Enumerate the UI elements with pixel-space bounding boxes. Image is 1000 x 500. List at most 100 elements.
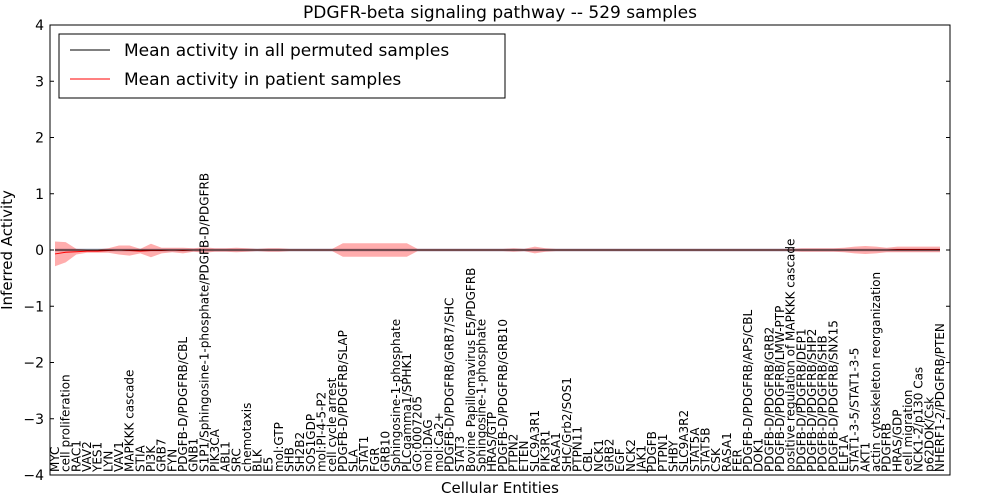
y-tick-label: 3 <box>35 74 44 90</box>
entity-label: STAT3 <box>453 436 467 472</box>
entity-label: SLA <box>347 448 361 472</box>
entity-label: EGF <box>613 448 627 472</box>
y-tick-label: −2 <box>23 356 44 372</box>
entity-label: VAV2 <box>80 441 94 472</box>
x-axis-label: Cellular Entities <box>441 479 559 497</box>
entity-label: LYN <box>101 451 115 472</box>
entity-label: SLC9A3R2 <box>677 410 691 472</box>
entity-label: SLC9A3R1 <box>528 410 542 472</box>
y-tick-label: −1 <box>23 299 44 315</box>
entity-label: JAK1 <box>634 445 648 473</box>
entity-label: ELF1A <box>837 434 851 472</box>
entity-label: STIA <box>133 445 147 472</box>
entity-label: STAT1-3-5/STAT1-3-5 <box>848 348 862 472</box>
y-tick-label: −4 <box>23 468 44 484</box>
entity-label: AKT1 <box>858 442 872 472</box>
y-tick-label: −3 <box>23 412 44 428</box>
entity-label: PDGFB-D/PDGFRB/APS/CBL <box>741 309 755 472</box>
entity-label: PDGFB-D/PDGFRB/CBL <box>176 337 190 472</box>
entity-label: PTPN2 <box>506 434 520 472</box>
entity-label: p62DOK/Csk <box>922 397 936 472</box>
entity-label: PTPN11 <box>570 426 584 472</box>
entity-label: PDGFB-D/PDGFRB/GRB7/SHC <box>443 298 457 472</box>
entity-label: S1P1/Sphingosine-1-phosphate/PDGFB-D/PDG… <box>197 173 211 472</box>
series-lines <box>54 248 940 255</box>
plot-frame <box>49 24 951 476</box>
entity-label: NCK1 <box>592 439 606 472</box>
entity-label: PDGFB-D/PDGFRB/SHB <box>816 335 830 472</box>
legend: Mean activity in all permuted samples Me… <box>58 33 506 99</box>
entity-label: GRB10 <box>379 431 393 472</box>
entity-label: cell cycle arrest <box>325 377 339 472</box>
legend-box <box>58 33 506 99</box>
entity-label: VAV1 <box>112 441 126 472</box>
entity-label: PTPN1 <box>656 434 670 472</box>
entity-label: mol:DAG <box>421 419 435 472</box>
entity-label: RASA1 <box>549 432 563 472</box>
y-tick-label: 2 <box>35 131 44 147</box>
entity-label: SHC/Grb2/SOS1 <box>560 377 574 472</box>
y-tick-label: 4 <box>35 18 44 34</box>
entity-label: PIK3CA <box>208 428 222 472</box>
entity-label: PLCgamma1/SPHK1 <box>400 353 414 472</box>
y-axis-label: Inferred Activity <box>0 190 16 310</box>
entity-label: SRC <box>229 448 243 472</box>
entity-label: E5 <box>261 457 275 472</box>
entity-label: GRB2 <box>602 438 616 472</box>
entity-label: RASA1 <box>720 432 734 472</box>
entity-label: PI3K <box>144 445 158 472</box>
y-tick-label: 1 <box>35 187 44 203</box>
entity-label: GNB1 <box>187 438 201 472</box>
entity-label: GO:0007205 <box>411 396 425 472</box>
legend-label-permuted: Mean activity in all permuted samples <box>124 41 449 61</box>
entity-label: PDGFB-D/PDGFRB/SHP2 <box>805 329 819 472</box>
entity-label: ETEN <box>517 441 531 472</box>
entity-label: NCK2 <box>624 439 638 472</box>
confidence-bands <box>55 241 940 267</box>
entity-label: FER <box>730 449 744 472</box>
axis-ticks: −4 −3 −2 −1 0 1 2 3 4 <box>23 18 950 484</box>
entity-label: MAPKKK cascade <box>123 370 137 472</box>
entity-label: PIK3R1 <box>538 430 552 472</box>
entity-label: DOK1 <box>752 438 766 472</box>
entity-label: GRB7 <box>155 438 169 472</box>
entity-label: FGR <box>368 447 382 472</box>
entity-label: positive regulation of MAPKKK cascade <box>784 239 798 472</box>
entity-label: RAC1 <box>69 440 83 472</box>
entity-label: CBL <box>581 448 595 472</box>
entity-label: YES1 <box>91 442 105 473</box>
entity-label: ABL1 <box>219 441 233 472</box>
entity-label: STAT1 <box>357 436 371 472</box>
entity-label: PDGFB-D/PDGFRB/SNX15 <box>826 320 840 472</box>
entity-label: MYC <box>48 447 62 472</box>
entity-label: HRAS/GDP <box>890 409 904 472</box>
entity-label: BLK <box>251 448 265 472</box>
entity-label: STAT5B <box>698 427 712 472</box>
entity-label: SHBY <box>666 440 680 472</box>
entity-label: PDGFRB <box>880 423 894 472</box>
entity-label: NCK1-2/p130 Cas <box>912 367 926 472</box>
entity-label: HRAS/GTP <box>485 412 499 472</box>
entity-label: PDGFB-D/PDGFRB/SLAP <box>336 330 350 472</box>
entity-label: PDGFB-D/PDGFRB/GRB10 <box>496 319 510 472</box>
entity-label: Sphingosine-1-phosphate <box>475 319 489 472</box>
entity-label: PDGFB-D/PDGFRB/LMW-PTP <box>773 306 787 472</box>
entity-label: SH2B2 <box>293 432 307 472</box>
entity-label: mol:Ca2+ <box>432 412 446 472</box>
entity-label: FYN <box>165 449 179 472</box>
entity-label: cell proliferation <box>59 374 73 472</box>
chart-title: PDGFR-beta signaling pathway -- 529 samp… <box>303 3 697 23</box>
entity-label: NHERF1-2/PDGFRB/PTEN <box>933 323 947 472</box>
entity-label: SOS1GDP <box>304 414 318 472</box>
entity-label: SHB <box>283 447 297 472</box>
entity-label: Bovine Papillomavirus E5/PDGFRB <box>464 268 478 472</box>
entity-label: STAT5A <box>688 427 702 472</box>
entity-label: mol:GTP <box>272 422 286 472</box>
entity-label: Sphingosine-1-phosphate <box>389 319 403 472</box>
entity-label: PDGFB-D/PDGFRB/GRB2 <box>762 327 776 472</box>
legend-label-patient: Mean activity in patient samples <box>124 70 401 90</box>
entity-label: PDGFB <box>645 431 659 472</box>
entity-label: CSK <box>709 447 723 472</box>
